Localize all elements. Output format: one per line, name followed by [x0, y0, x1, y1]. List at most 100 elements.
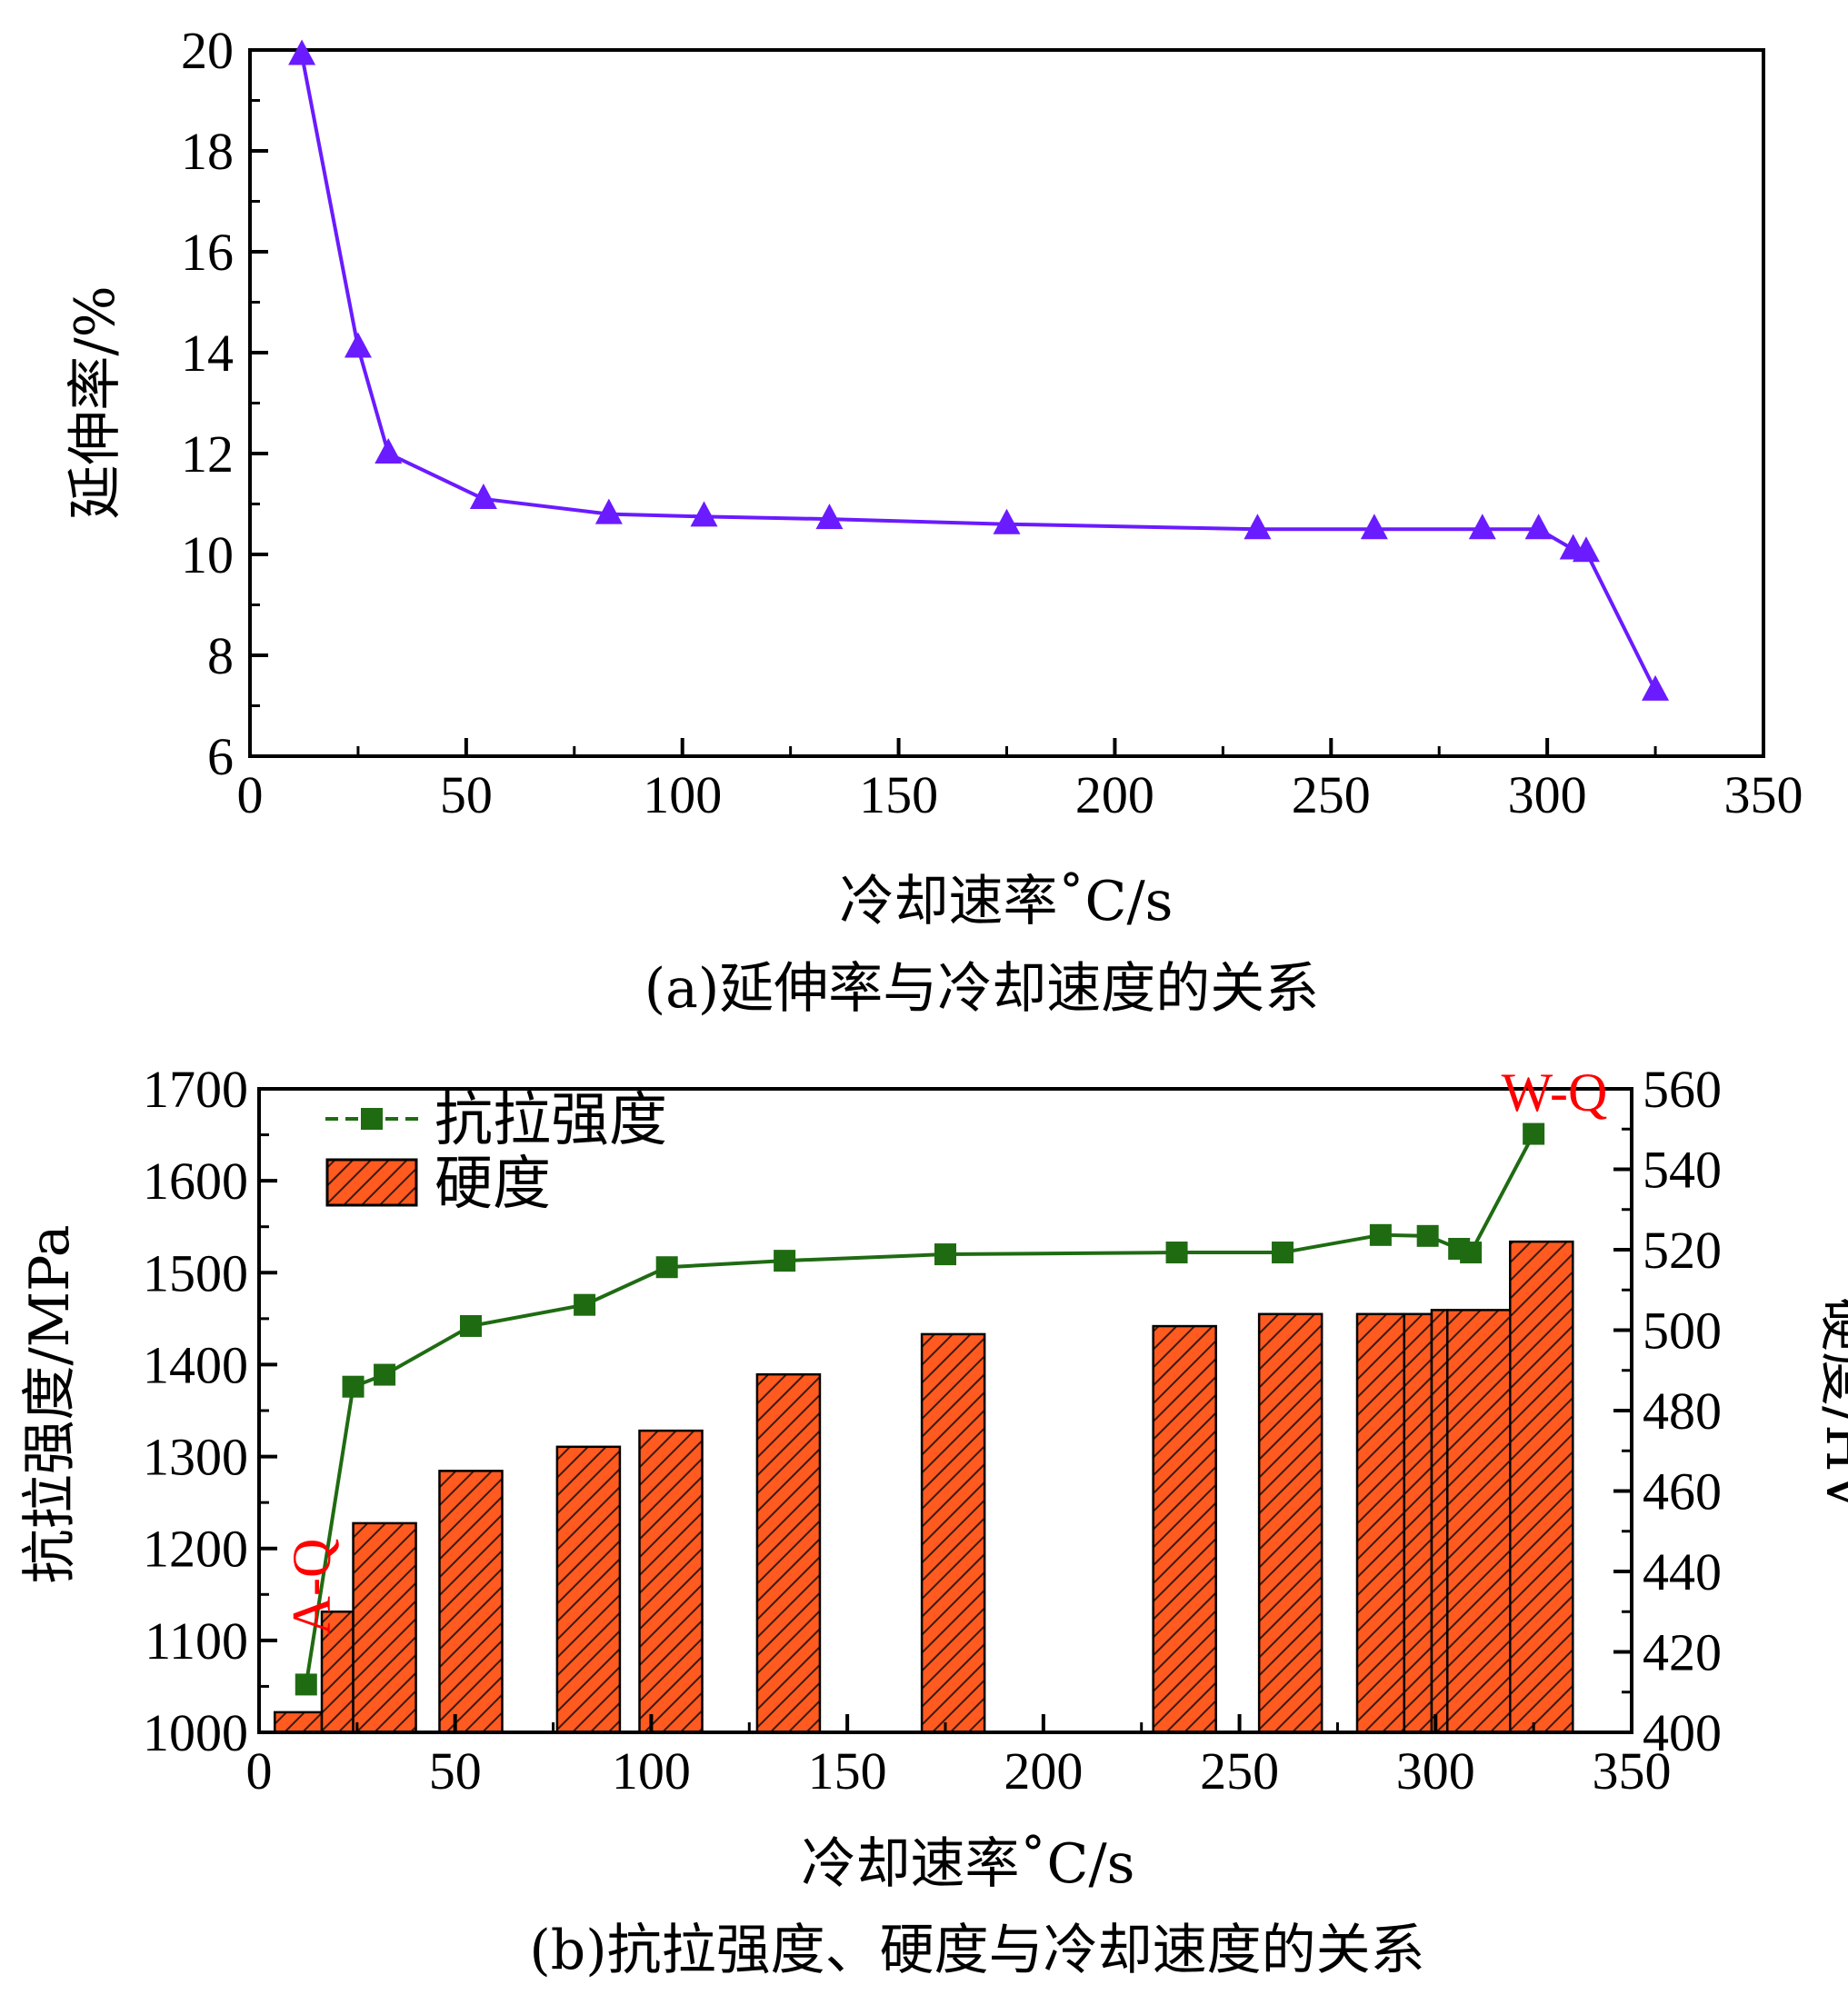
chart-b-y-right-tick-label: 500: [1643, 1302, 1722, 1361]
tensile-strength-point: [1272, 1242, 1294, 1264]
chart-b-x-tick-label: 0: [246, 1741, 273, 1800]
chart-b-x-tick-label: 150: [808, 1741, 887, 1800]
chart-b-x-tick-label: 300: [1396, 1741, 1475, 1800]
chart-a-x-tick-label: 200: [1075, 765, 1154, 824]
chart-a-y-tick-label: 16: [181, 223, 234, 282]
hardness-bar: [1430, 1309, 1449, 1734]
tensile-strength-point: [1369, 1223, 1392, 1246]
chart-b-plot-frame: [257, 1087, 1633, 1734]
chart-a-plot-frame: [248, 48, 1765, 758]
chart-b-y-axis-title-left: 抗拉强度/MPa: [18, 1224, 82, 1583]
chart-a-y-tick-label: 6: [207, 727, 234, 786]
hardness-bar: [1445, 1309, 1512, 1734]
hardness-bar: [1403, 1312, 1433, 1734]
chart-b-y-left-tick-label: 1700: [143, 1060, 248, 1119]
chart-b-x-tick-label: 200: [1004, 1741, 1083, 1800]
legend-bar-swatch: [325, 1158, 418, 1207]
chart-b-y-left-tick-label: 1200: [143, 1520, 248, 1579]
chart-b-caption: (b)抗拉强度、硬度与冷却速度的关系: [529, 1919, 1424, 1982]
chart-a-y-axis-title: 延伸率/%: [64, 285, 127, 519]
tensile-strength-point: [1460, 1242, 1483, 1264]
chart-b-x-tick-label: 350: [1593, 1741, 1672, 1800]
chart-b-y-right-tick-label: 440: [1643, 1542, 1722, 1601]
chart-b-y-right-tick-label: 520: [1643, 1221, 1722, 1280]
tensile-strength-point: [1165, 1242, 1188, 1264]
elongation-point: [993, 508, 1021, 534]
elongation-point: [288, 39, 316, 65]
hardness-bar: [1355, 1312, 1406, 1734]
chart-b-y-left-tick-label: 1300: [143, 1428, 248, 1487]
chart-a-x-tick-label: 50: [440, 765, 493, 824]
tensile-strength-point: [934, 1243, 956, 1266]
chart-b-x-tick-label: 250: [1200, 1741, 1279, 1800]
chart-b-y-right-tick-label: 540: [1643, 1141, 1722, 1200]
chart-a-y-tick-label: 14: [181, 324, 234, 383]
chart-a-x-axis-title: 冷却速率˚C/s: [840, 870, 1174, 933]
chart-b-y-right-tick-label: 420: [1643, 1623, 1722, 1682]
tensile-strength-point: [374, 1363, 396, 1386]
elongation-point: [815, 504, 844, 530]
hardness-bar: [1509, 1240, 1574, 1734]
hardness-bar: [920, 1332, 986, 1734]
chart-a-y-tick-label: 12: [181, 424, 234, 484]
chart-b-x-tick-label: 100: [612, 1741, 691, 1800]
elongation-point: [469, 483, 497, 509]
elongation-point: [375, 438, 403, 464]
hardness-bar: [638, 1429, 704, 1734]
chart-b-y-left-tick-label: 1400: [143, 1335, 248, 1394]
chart-b-y-right-tick-label: 560: [1643, 1060, 1722, 1119]
chart-b-y-left-tick-label: 1100: [145, 1611, 248, 1671]
tensile-strength-point: [1523, 1122, 1545, 1145]
hardness-bar: [555, 1445, 622, 1734]
hardness-bar: [1257, 1312, 1324, 1734]
elongation-point: [344, 332, 372, 358]
chart-a-x-tick-label: 0: [237, 765, 264, 824]
chart-a-y-tick-label: 18: [181, 122, 234, 181]
chart-a: 0 50 100 150 200 250 300 350 6 8 10 12 14 16 18 20 冷却速率…: [64, 21, 1803, 1021]
elongation-point: [1572, 536, 1600, 563]
annotation-w-q: W-Q: [1502, 1062, 1608, 1122]
chart-b-y-left-tick-label: 1600: [143, 1152, 248, 1211]
chart-b-y-right-tick-label: 480: [1643, 1382, 1722, 1441]
chart-a-caption: (a)延伸率与冷却速度的关系: [644, 957, 1320, 1021]
tensile-strength-point: [342, 1375, 365, 1398]
tensile-strength-point: [1416, 1224, 1439, 1247]
tensile-strength-point: [574, 1293, 596, 1316]
hardness-bar: [274, 1711, 324, 1734]
legend: 抗拉强度 硬度: [325, 1087, 667, 1218]
chart-b-x-tick-label: 50: [429, 1741, 482, 1800]
elongation-point: [594, 498, 623, 524]
tensile-strength-point: [774, 1250, 796, 1272]
elongation-point: [690, 501, 718, 527]
chart-b-y-left-tick-label: 1500: [143, 1243, 248, 1302]
legend-label-tensile-strength: 抗拉强度: [435, 1087, 667, 1154]
tensile-strength-point: [655, 1256, 678, 1279]
chart-b-y-right-tick-label: 400: [1643, 1703, 1722, 1762]
elongation-point: [1360, 514, 1388, 540]
legend-label-hardness: 硬度: [435, 1151, 551, 1218]
chart-a-y-tick-label: 8: [207, 626, 234, 685]
legend-line-marker: [361, 1108, 383, 1130]
hardness-bar: [352, 1521, 417, 1734]
chart-a-y-tick-label: 10: [181, 525, 234, 584]
hardness-bar: [320, 1611, 355, 1734]
annotation-a-q: A-Q: [282, 1539, 342, 1636]
elongation-point: [1524, 514, 1553, 540]
chart-b-x-axis-title: 冷却速率˚C/s: [802, 1832, 1135, 1896]
chart-a-x-tick-label: 100: [643, 765, 722, 824]
chart-b-y-axis-title-right: 硬度/HV: [1813, 1297, 1848, 1513]
chart-b-y-right-tick-label: 460: [1643, 1462, 1722, 1521]
chart-b: 0 50 100 150 200 250 300 350 1000 1100 1200 1300 140…: [18, 1060, 1848, 1982]
chart-a-y-tick-label: 20: [181, 21, 234, 80]
elongation-line: [300, 55, 1657, 692]
chart-a-x-tick-label: 350: [1724, 765, 1803, 824]
hardness-bar: [1152, 1324, 1217, 1734]
chart-a-x-tick-label: 300: [1508, 765, 1587, 824]
elongation-point: [1244, 514, 1272, 540]
chart-a-x-tick-label: 250: [1292, 765, 1371, 824]
hardness-bar: [438, 1470, 504, 1734]
tensile-strength-point: [459, 1314, 482, 1337]
chart-b-y-left-tick-label: 1000: [143, 1703, 248, 1762]
elongation-point: [1642, 674, 1670, 701]
